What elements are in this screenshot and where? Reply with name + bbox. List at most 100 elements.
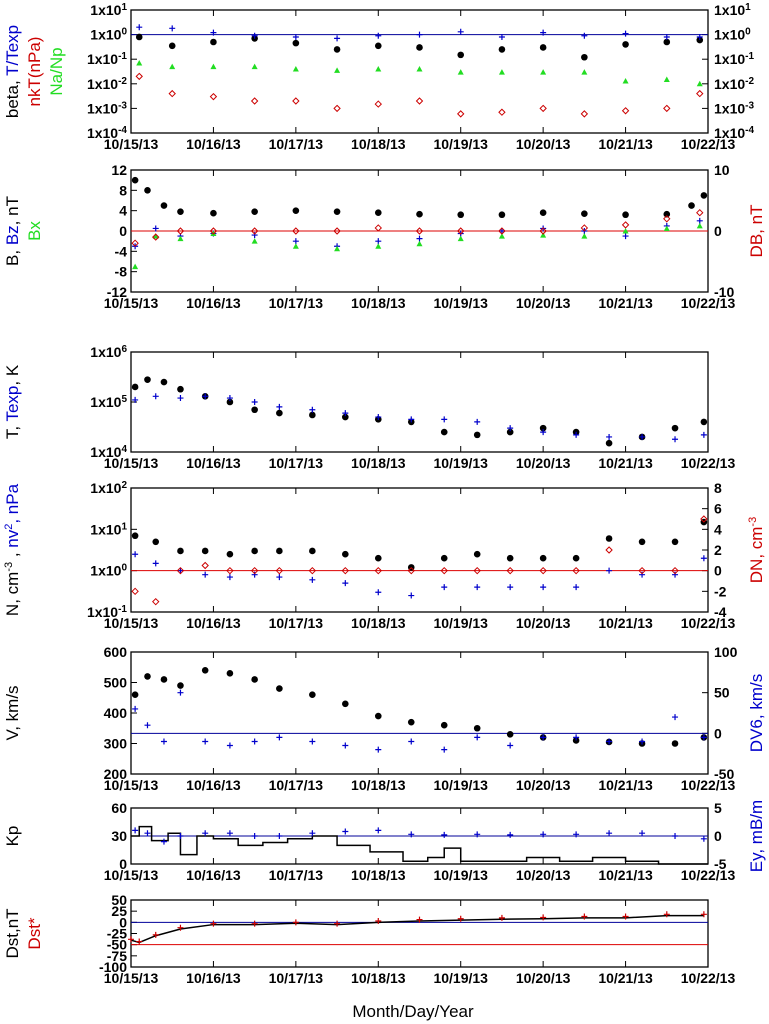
data-point xyxy=(507,425,514,432)
data-point xyxy=(540,69,547,75)
date-label: 10/16/13 xyxy=(186,777,241,793)
data-point xyxy=(209,227,218,235)
date-label: 10/17/13 xyxy=(269,136,324,152)
data-point xyxy=(606,830,613,837)
data-point xyxy=(622,41,629,48)
data-point xyxy=(622,228,629,234)
series-black xyxy=(131,667,708,747)
data-point xyxy=(374,566,382,575)
plot-frame xyxy=(130,9,709,134)
data-point xyxy=(474,584,481,591)
data-point xyxy=(226,574,233,581)
data-point xyxy=(132,396,139,403)
data-point xyxy=(440,428,448,436)
y-tick-label: 12 xyxy=(111,162,127,178)
data-point xyxy=(152,233,159,239)
data-point xyxy=(539,104,547,113)
data-point xyxy=(498,108,506,116)
y2-tick-label: 1x10-1 xyxy=(714,51,754,68)
data-point xyxy=(688,202,695,209)
data-point xyxy=(251,63,258,70)
series-black xyxy=(131,176,708,219)
data-point xyxy=(581,210,588,218)
series-green xyxy=(136,60,703,87)
data-point xyxy=(457,235,464,242)
data-point xyxy=(498,69,505,75)
y2-axis-title: DB, nT xyxy=(747,205,766,258)
data-point xyxy=(251,406,258,414)
data-point xyxy=(375,243,382,249)
data-point xyxy=(276,547,283,555)
data-point xyxy=(605,439,613,447)
y-tick-label: -12 xyxy=(107,284,127,300)
series-black xyxy=(131,518,708,571)
date-label: 10/19/13 xyxy=(433,615,488,631)
data-point xyxy=(201,667,209,674)
data-point xyxy=(342,410,349,417)
data-point xyxy=(250,566,259,575)
data-point xyxy=(202,571,209,578)
data-point xyxy=(539,44,547,51)
data-point xyxy=(334,67,341,73)
y2-tick-label: -10 xyxy=(714,284,734,300)
data-point xyxy=(696,36,704,44)
data-point xyxy=(441,584,448,591)
y-tick-label: 1x100 xyxy=(90,26,127,43)
data-point xyxy=(226,830,233,837)
data-point xyxy=(168,42,176,50)
date-label: 10/22/13 xyxy=(681,867,736,883)
data-point xyxy=(416,44,423,51)
data-point xyxy=(131,691,139,698)
data-point xyxy=(498,46,506,53)
date-label: 10/19/13 xyxy=(433,455,488,471)
data-point xyxy=(639,738,646,745)
data-point xyxy=(672,833,679,839)
panel-p1: 10/15/13 10/16/13 10/17/13 10/18/13 10/19/13… xyxy=(3,2,754,153)
date-label: 10/21/13 xyxy=(598,615,653,631)
data-point xyxy=(696,80,703,87)
data-point xyxy=(580,110,589,118)
data-point xyxy=(202,393,209,400)
data-point xyxy=(700,515,708,523)
date-label: 10/16/13 xyxy=(186,295,241,311)
data-point xyxy=(251,208,258,215)
data-point xyxy=(573,431,580,438)
y2-tick-label: -4 xyxy=(714,604,727,620)
data-point xyxy=(177,547,184,555)
data-point xyxy=(415,227,424,235)
y-tick-label: 600 xyxy=(104,644,128,660)
date-label: 10/22/13 xyxy=(681,615,736,631)
date-label: 10/16/13 xyxy=(186,136,241,152)
series-blue xyxy=(132,393,707,443)
data-point xyxy=(342,550,349,558)
data-point xyxy=(622,233,629,240)
data-point xyxy=(506,428,514,436)
y-tick-label: 1x10-3 xyxy=(87,100,127,117)
y2-tick-label: 5 xyxy=(714,800,722,816)
data-point xyxy=(292,227,300,235)
y-tick-label: 1x102 xyxy=(90,480,127,497)
series-black xyxy=(131,376,708,447)
data-point xyxy=(606,567,613,574)
data-point xyxy=(374,712,382,720)
data-point xyxy=(152,393,159,400)
data-point xyxy=(374,209,382,216)
data-point xyxy=(375,746,382,753)
y2-tick-label: 10 xyxy=(714,162,730,178)
y2-axis-title: DN, cm-3 xyxy=(747,517,766,583)
y-tick-label: 1x10-1 xyxy=(87,604,127,621)
y-axis-title-2: Dst* xyxy=(25,917,44,950)
data-point xyxy=(416,235,423,242)
data-point xyxy=(498,211,506,219)
data-point xyxy=(292,39,300,47)
data-point xyxy=(135,72,143,81)
data-point xyxy=(169,63,176,70)
data-point xyxy=(441,831,448,838)
panel-p2: 10/15/13 10/16/13 10/17/13 10/18/13 10/19/13… xyxy=(3,162,766,311)
data-point xyxy=(210,29,217,36)
y2-tick-label: 1x10-3 xyxy=(714,100,754,117)
data-point xyxy=(573,734,580,741)
y-tick-label: 0 xyxy=(119,914,127,930)
date-label: 10/20/13 xyxy=(516,136,571,152)
date-label: 10/16/13 xyxy=(186,867,241,883)
